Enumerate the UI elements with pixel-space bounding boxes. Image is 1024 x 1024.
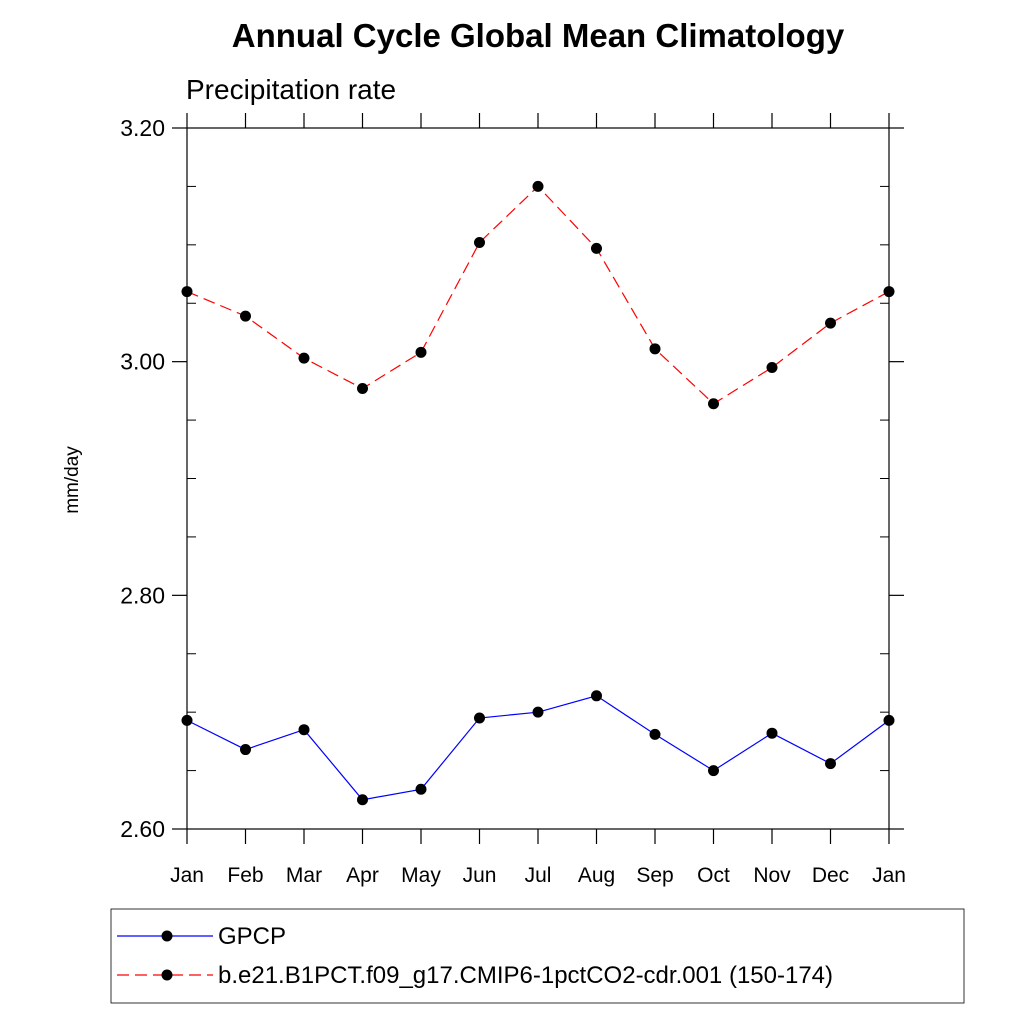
x-tick-label: Apr	[346, 864, 379, 887]
y-tick-label: 2.60	[120, 816, 165, 842]
data-point-series-0	[591, 690, 602, 702]
legend-marker-gpcp	[161, 930, 173, 942]
data-point-series-1	[298, 352, 310, 364]
series-points	[181, 180, 895, 806]
x-ticks	[186, 113, 890, 844]
data-point-series-0	[474, 712, 485, 724]
x-tick-labels: Jan Feb Mar Apr May Jun Jul Aug Sep Oct Nov Dec Jan	[170, 864, 906, 887]
data-point-series-1	[766, 362, 778, 374]
series-line-1	[186, 185, 890, 405]
data-point-series-1	[415, 346, 427, 358]
data-point-series-1	[649, 343, 661, 355]
minor-ticks	[187, 185, 889, 772]
x-tick-label: Mar	[286, 864, 322, 887]
data-point-series-0	[415, 783, 427, 795]
x-tick-label: Dec	[812, 864, 849, 887]
data-point-series-0	[766, 727, 778, 739]
x-tick-label: Jan	[170, 864, 204, 887]
chart-subtitle: Precipitation rate	[186, 74, 396, 105]
data-point-series-0	[649, 728, 661, 740]
x-tick-label: Sep	[636, 864, 673, 887]
y-tick-labels: 2.60 2.80 3.00 3.20	[120, 115, 165, 842]
chart-title: Annual Cycle Global Mean Climatology	[232, 17, 845, 54]
x-tick-label: Oct	[697, 864, 730, 887]
major-ticks	[172, 127, 904, 830]
y-tick-label: 2.80	[120, 582, 165, 608]
y-tick-label: 3.20	[120, 115, 165, 141]
data-point-series-1	[240, 310, 251, 322]
plot-frame	[186, 127, 890, 830]
x-tick-label: Jul	[525, 864, 552, 887]
x-tick-label: Aug	[578, 864, 615, 887]
data-point-series-1	[825, 317, 836, 329]
legend-box	[110, 908, 965, 1004]
data-point-series-0	[298, 724, 310, 736]
x-tick-label: Jan	[872, 864, 906, 887]
data-point-series-1	[591, 242, 602, 254]
data-point-series-0	[532, 706, 544, 718]
legend-marker-model	[161, 969, 173, 981]
data-point-series-1	[357, 383, 368, 395]
data-point-series-0	[708, 765, 719, 777]
data-point-series-1	[532, 180, 544, 192]
y-tick-label: 3.00	[120, 349, 165, 375]
data-point-series-0	[357, 794, 368, 806]
x-tick-label: Jun	[463, 864, 497, 887]
x-tick-label: Feb	[227, 864, 263, 887]
data-point-series-1	[474, 236, 485, 248]
data-point-series-0	[825, 758, 836, 770]
x-tick-label: May	[401, 864, 441, 887]
legend-label-gpcp: GPCP	[218, 923, 286, 950]
y-axis-label: mm/day	[62, 446, 83, 514]
legend: GPCP b.e21.B1PCT.f09_g17.CMIP6-1pctCO2-c…	[110, 908, 965, 1004]
x-tick-label: Nov	[753, 864, 791, 887]
data-point-series-1	[708, 398, 719, 410]
data-point-series-0	[240, 744, 251, 756]
legend-label-model: b.e21.B1PCT.f09_g17.CMIP6-1pctCO2-cdr.00…	[218, 962, 833, 989]
